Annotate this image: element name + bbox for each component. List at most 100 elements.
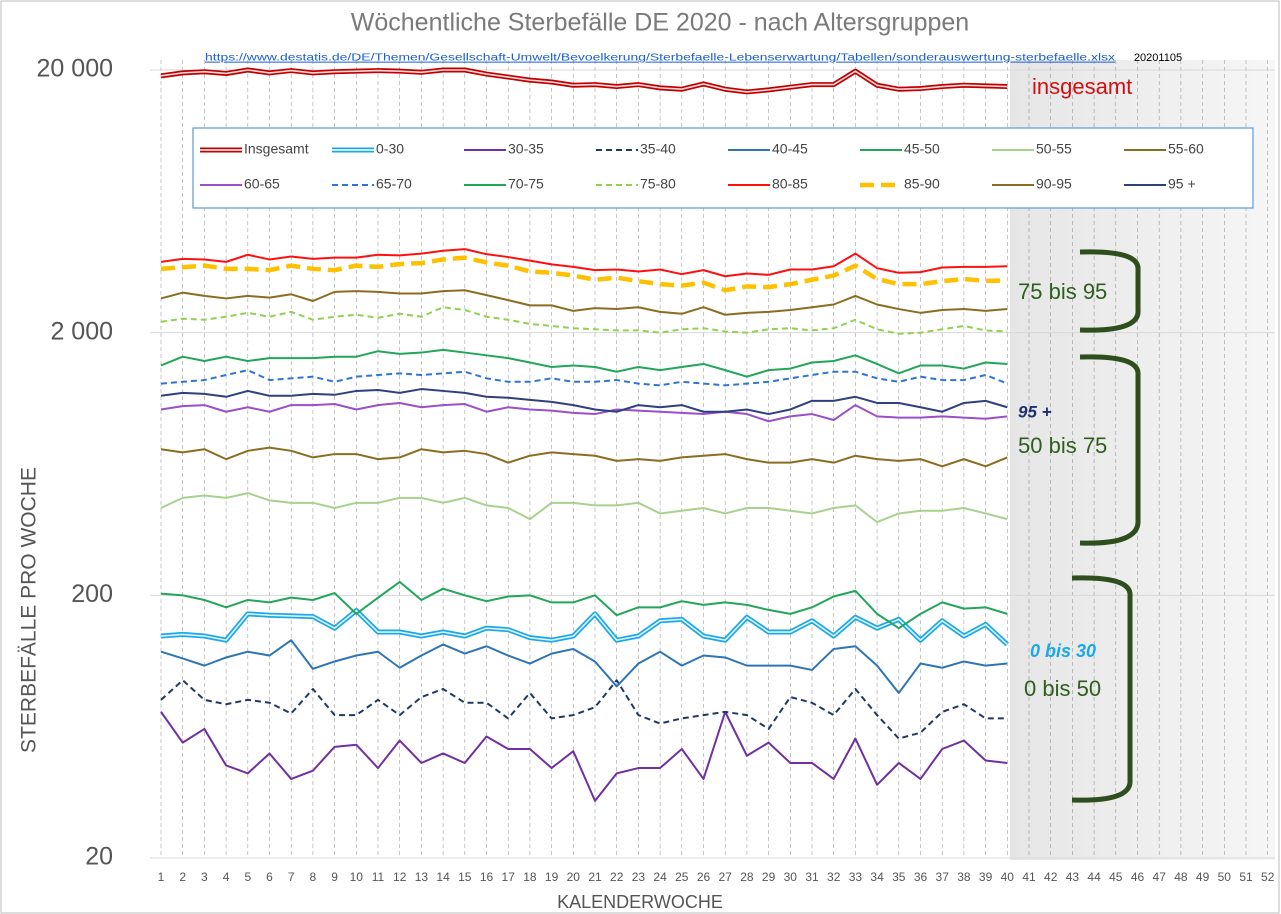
annotation: 50 bis 75 [1018, 433, 1107, 458]
series-line [160, 388, 1008, 416]
x-tick-label: 25 [675, 870, 689, 884]
series-line [160, 255, 1008, 293]
x-tick-label: 42 [1044, 870, 1058, 884]
legend-label: 65-70 [376, 176, 412, 192]
series-line [160, 446, 1008, 468]
x-tick-label: 20 [567, 870, 581, 884]
x-tick-label: 30 [784, 870, 798, 884]
series-line [160, 710, 1008, 802]
x-tick-label: 31 [805, 870, 819, 884]
legend-label: 90-95 [1036, 176, 1072, 192]
y-tick-label: 20 [85, 843, 113, 871]
x-tick-label: 19 [545, 870, 559, 884]
legend-label: 50-55 [1036, 141, 1072, 157]
legend-label: 60-65 [244, 176, 280, 192]
x-tick-label: 26 [697, 870, 711, 884]
x-tick-label: 12 [393, 870, 407, 884]
x-tick-label: 5 [244, 870, 251, 884]
x-tick-label: 23 [632, 870, 646, 884]
legend-label: 45-50 [904, 141, 940, 157]
x-tick-label: 47 [1153, 870, 1167, 884]
bracket [1079, 354, 1141, 546]
x-tick-label: 18 [523, 870, 537, 884]
x-tick-label: 2 [179, 870, 186, 884]
legend-label: 35-40 [640, 141, 676, 157]
chart-title: Wöchentliche Sterbefälle DE 2020 - nach … [351, 9, 969, 37]
x-tick-label: 41 [1022, 870, 1036, 884]
x-tick-label: 45 [1109, 870, 1123, 884]
x-tick-label: 4 [223, 870, 230, 884]
x-tick-label: 10 [350, 870, 364, 884]
x-tick-label: 33 [849, 870, 863, 884]
x-tick-label: 35 [892, 870, 906, 884]
x-tick-label: 21 [588, 870, 602, 884]
x-tick-label: 40 [1001, 870, 1015, 884]
x-tick-label: 39 [979, 870, 993, 884]
annotation: 75 bis 95 [1018, 279, 1107, 304]
y-tick-label: 200 [71, 580, 113, 608]
legend [192, 127, 1254, 209]
legend-label: 70-75 [508, 176, 544, 192]
series-line [160, 348, 1008, 378]
x-tick-label: 44 [1087, 870, 1101, 884]
x-tick-label: 16 [480, 870, 494, 884]
series-line [160, 369, 1008, 387]
legend-label: 85-90 [904, 176, 940, 192]
legend-label: 80-85 [772, 176, 808, 192]
x-tick-label: 15 [458, 870, 472, 884]
legend-label: Insgesamt [244, 141, 309, 157]
y-axis-label: STERBEFÄLLE PRO WOCHE [18, 467, 41, 753]
y-tick-label: 2 000 [50, 317, 113, 345]
x-tick-label: 34 [870, 870, 884, 884]
annotation: 0 bis 30 [1030, 641, 1096, 661]
x-tick-label: 8 [310, 870, 317, 884]
series-line [160, 248, 1008, 278]
annotation: 0 bis 50 [1024, 676, 1101, 701]
legend-label: 95 + [1168, 176, 1196, 192]
x-tick-label: 43 [1066, 870, 1080, 884]
x-tick-label: 50 [1218, 870, 1232, 884]
x-tick-label: 7 [288, 870, 295, 884]
x-tick-label: 27 [719, 870, 733, 884]
x-tick-label: 13 [415, 870, 429, 884]
x-tick-label: 46 [1131, 870, 1145, 884]
x-tick-label: 37 [936, 870, 950, 884]
bracket [1071, 575, 1133, 803]
x-tick-label: 29 [762, 870, 776, 884]
x-tick-label: 3 [201, 870, 208, 884]
x-tick-label: 49 [1196, 870, 1210, 884]
x-tick-label: 32 [827, 870, 841, 884]
x-tick-label: 28 [740, 870, 754, 884]
series-line [160, 306, 1008, 335]
series-line-highlight [160, 609, 1008, 646]
series-line [160, 492, 1008, 524]
x-tick-label: 38 [957, 870, 971, 884]
source-link[interactable]: https://www.destatis.de/DE/Themen/Gesell… [205, 53, 1115, 64]
x-tick-label: 6 [266, 870, 273, 884]
x-tick-label: 1 [158, 870, 165, 884]
legend-label: 30-35 [508, 141, 544, 157]
x-tick-label: 36 [914, 870, 928, 884]
series-line [160, 639, 1008, 694]
x-tick-label: 22 [610, 870, 624, 884]
legend-label: 0-30 [376, 141, 404, 157]
x-tick-label: 17 [502, 870, 516, 884]
annotation: insgesamt [1032, 74, 1132, 99]
series-line [160, 401, 1008, 423]
y-tick-label: 20 000 [37, 55, 113, 83]
x-tick-label: 11 [372, 870, 385, 884]
annotation: 95 + [1018, 402, 1052, 421]
legend-label: 40-45 [772, 141, 808, 157]
bracket [1079, 249, 1141, 333]
x-tick-label: 52 [1261, 870, 1275, 884]
x-tick-label: 48 [1174, 870, 1188, 884]
x-tick-label: 14 [436, 870, 450, 884]
legend-label: 75-80 [640, 176, 676, 192]
legend-label: 55-60 [1168, 141, 1204, 157]
x-axis-label: KALENDERWOCHE [557, 892, 723, 912]
x-tick-label: 51 [1239, 870, 1253, 884]
series-line [160, 289, 1008, 316]
date-stamp: 20201105 [1134, 52, 1182, 64]
series-line [160, 679, 1008, 740]
